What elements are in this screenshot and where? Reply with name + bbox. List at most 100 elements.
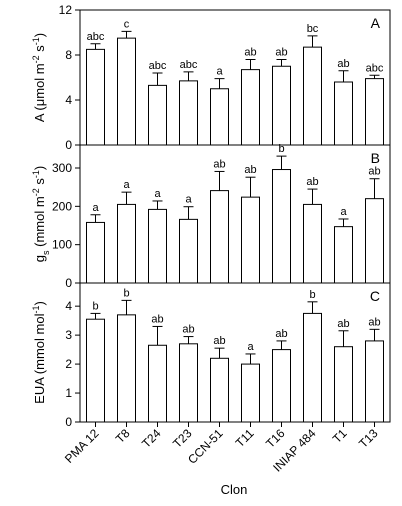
bar [210,88,229,146]
significance-letter: ab [306,176,318,188]
bar [179,218,198,284]
bar [86,48,105,146]
y-tick-label: 8 [65,48,72,62]
x-tick-label: T16 [263,426,288,451]
significance-letter: a [247,341,254,353]
bar [148,208,167,284]
y-tick-label: 200 [52,199,72,213]
panel-A: 0 4 8 12 abc c abc abc a ab ab bc ab abc A A (μmol m-2 … [31,3,391,152]
y-tick-label: 3 [65,328,72,342]
significance-letter: abc [149,60,167,72]
y-tick-label: 2 [65,357,72,371]
x-axis-label: Clon [221,482,248,497]
significance-letter: ab [182,324,194,336]
y-tick-label: 4 [65,93,72,107]
significance-letter: b [123,287,129,299]
y-tick-label: 100 [52,238,72,252]
significance-letter: bc [307,23,319,35]
y-label-text: A (μmol m [32,63,47,122]
x-tick-label: T13 [356,426,381,451]
significance-letter: b [92,300,98,312]
x-tick-label: T8 [113,426,133,446]
bar [117,314,136,423]
y-axis-label: A (μmol m-2 s-1) [31,33,47,122]
y-tick-label: 0 [65,138,72,152]
significance-letter: ab [368,166,380,178]
bar [179,80,198,146]
bar [365,198,384,284]
significance-letter: ab [337,58,349,70]
y-label-text: ) [32,301,47,305]
significance-letter: a [154,188,161,200]
bar [86,221,105,284]
significance-letter: a [92,202,99,214]
y-axis-label: EUA (mmol mol-1) [31,301,47,404]
y-tick-label: 0 [65,276,72,290]
bar [303,46,322,146]
x-tick-label: T11 [233,426,257,450]
significance-letter: ab [368,316,380,328]
y-label-text: EUA (mmol mol [32,313,47,403]
significance-letter: ab [275,328,287,340]
y-label-sup: -1 [31,37,41,45]
x-tick-label: PMA 12 [62,426,102,466]
y-tick-label: 1 [65,386,72,400]
bar [272,349,291,423]
bar [148,344,167,423]
y-tick-label: 4 [65,299,72,313]
significance-letter: a [216,66,223,78]
panel-C: 0 1 2 3 4 b b ab ab ab a ab b ab ab C EUA (mmol mol-1) [31,282,391,429]
bar [179,343,198,423]
significance-letter: c [124,18,130,30]
bar [210,357,229,423]
bar [365,78,384,146]
y-tick-label: 0 [65,415,72,429]
y-label-sup: -2 [31,55,41,63]
bar [303,203,322,284]
bar [334,346,353,423]
significance-letter: ab [275,47,287,59]
panel-letter: A [371,15,381,31]
significance-letter: ab [213,158,225,170]
significance-letter: abc [366,62,384,74]
y-tick-label: 300 [52,161,72,175]
bar [241,69,260,146]
x-tick-label: T23 [170,426,195,451]
bar [334,81,353,146]
bar [272,65,291,146]
y-label-text: s [32,45,47,56]
y-label-text: ) [32,166,47,170]
bar [148,84,167,146]
panel-letter: B [371,150,380,166]
bar [86,318,105,423]
significance-letter: ab [151,313,163,325]
significance-letter: ab [213,335,225,347]
y-label-text: g [32,255,47,262]
x-tick-label: CCN-51 [185,426,226,467]
bar [241,196,260,284]
y-label-sub: s [41,250,51,255]
y-label-sup: -1 [31,306,41,314]
y-label-sup: -2 [31,188,41,196]
panel-letter: C [370,288,380,304]
significance-letter: ab [337,318,349,330]
significance-letter: a [185,194,192,206]
significance-letter: a [123,179,130,191]
y-label-text: ) [32,33,47,37]
bar [334,226,353,284]
bar [365,340,384,423]
bar [241,363,260,423]
bar [117,37,136,146]
significance-letter: b [278,143,284,155]
bar [272,169,291,284]
panel-frame [79,282,391,423]
significance-letter: a [340,206,347,218]
y-label-sup: -1 [31,170,41,178]
bar [303,312,322,423]
significance-letter: ab [244,47,256,59]
bar [210,190,229,284]
bar [117,203,136,284]
